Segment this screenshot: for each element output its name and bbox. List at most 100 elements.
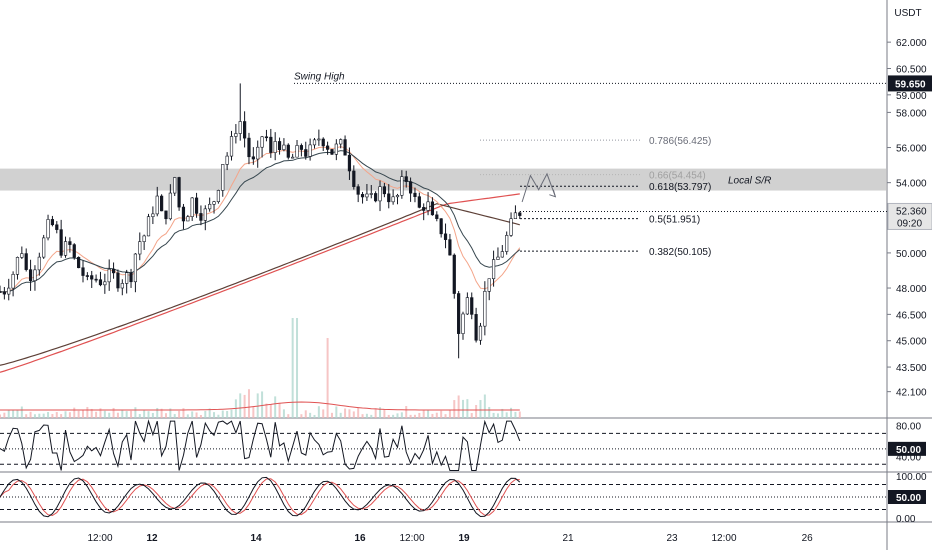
candle[interactable] [20,253,24,258]
candle[interactable] [374,193,378,202]
candle[interactable] [116,272,120,289]
candle[interactable] [487,278,491,292]
candle[interactable] [221,164,225,191]
candle[interactable] [15,257,20,275]
candle[interactable] [181,206,186,222]
candle[interactable] [483,291,487,327]
candle[interactable] [59,229,63,256]
candle[interactable] [509,218,513,236]
candle[interactable] [291,156,295,159]
candle[interactable] [24,253,28,270]
candle[interactable] [308,144,312,157]
candle[interactable] [2,291,6,295]
candle[interactable] [430,201,435,216]
candle[interactable] [160,195,164,212]
candle[interactable] [98,279,103,286]
candle[interactable] [260,136,264,148]
candle[interactable] [400,176,404,196]
candle[interactable] [395,194,400,198]
candle[interactable] [90,275,94,280]
candle[interactable] [426,201,430,211]
candle[interactable] [85,275,89,277]
candle[interactable] [155,195,159,215]
candle[interactable] [0,291,2,293]
candle[interactable] [251,156,255,160]
candle[interactable] [404,176,408,182]
candle[interactable] [238,121,242,134]
candle[interactable] [312,139,317,146]
candle[interactable] [216,190,221,202]
candle[interactable] [247,137,251,158]
candle[interactable] [295,145,299,158]
candle[interactable] [256,146,260,160]
candle[interactable] [325,145,330,150]
candle[interactable] [68,241,72,245]
candle[interactable] [94,278,98,281]
candle[interactable] [277,141,282,150]
candle[interactable] [339,139,343,145]
candle[interactable] [28,269,33,281]
candle[interactable] [177,177,181,208]
candle[interactable] [317,138,321,141]
candle[interactable] [282,144,286,150]
candle[interactable] [343,139,347,156]
candle[interactable] [474,314,478,341]
candle[interactable] [347,154,352,172]
price-axis[interactable]: USDT 62.000 60.500 59.000 58.000 56.000 54.00… [887,8,932,399]
candle[interactable] [443,233,448,240]
candle[interactable] [269,136,273,153]
candle[interactable] [42,237,46,258]
candle[interactable] [478,325,483,341]
candle[interactable] [138,241,142,255]
candle[interactable] [212,201,216,205]
candle[interactable] [225,155,229,165]
candle[interactable] [408,181,413,194]
candle[interactable] [111,268,116,274]
candle[interactable] [321,138,325,147]
projection-arrow[interactable] [521,172,556,203]
candle[interactable] [273,141,277,153]
candle[interactable] [72,244,76,258]
candle[interactable] [422,207,426,211]
candle[interactable] [413,192,417,197]
candle[interactable] [518,212,522,216]
candle[interactable] [77,257,81,269]
candle[interactable] [103,281,107,286]
candle[interactable] [151,213,155,217]
candle[interactable] [491,259,496,280]
candle[interactable] [7,287,11,295]
candle[interactable] [387,193,391,203]
candle[interactable] [356,186,360,195]
candle[interactable] [50,219,55,226]
candle[interactable] [391,196,395,203]
candle[interactable] [439,218,443,235]
candle[interactable] [11,274,15,289]
candle[interactable] [81,267,85,276]
candle[interactable] [304,149,308,157]
candle[interactable] [470,297,474,315]
candle[interactable] [378,186,382,202]
candle[interactable] [146,216,151,237]
candle[interactable] [452,254,456,294]
candle[interactable] [107,268,111,283]
candle[interactable] [505,235,509,252]
candle[interactable] [55,224,59,230]
candle[interactable] [264,136,269,139]
candle[interactable] [173,177,177,194]
candle[interactable] [129,272,133,283]
candle[interactable] [194,197,199,214]
candle[interactable] [168,192,172,220]
candle[interactable] [330,149,334,155]
candle[interactable] [500,251,504,258]
candle[interactable] [496,256,500,260]
candle[interactable] [299,145,303,150]
candle[interactable] [461,313,465,334]
candle[interactable] [435,214,439,219]
candle[interactable] [286,144,290,158]
candle[interactable] [334,143,338,155]
candle[interactable] [369,193,373,195]
candle[interactable] [208,203,212,210]
candle[interactable] [142,235,146,242]
candle[interactable] [164,210,168,220]
candle[interactable] [133,253,138,283]
